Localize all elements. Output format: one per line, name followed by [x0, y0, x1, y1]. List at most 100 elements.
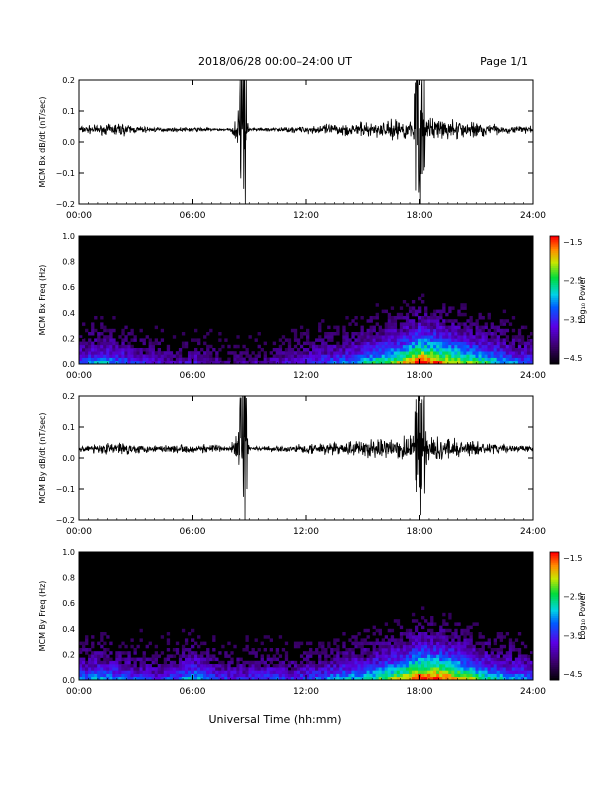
spectrogram-cell [254, 670, 258, 674]
spectrogram-cell [430, 360, 434, 365]
spectrogram-cell [324, 354, 328, 358]
spectrogram-cell [254, 360, 258, 365]
spectrogram-cell [514, 660, 519, 665]
spectrogram-cell [390, 341, 395, 346]
spectrogram-cell [233, 667, 237, 671]
spectrogram-cell [233, 670, 237, 674]
spectrogram-cell [245, 351, 249, 355]
spectrogram-cell [206, 676, 210, 681]
spectrogram-cell [306, 360, 310, 365]
spectrogram-cell [493, 354, 497, 358]
spectrogram-cell [417, 351, 422, 355]
spectrogram-cell [327, 360, 331, 365]
spectrogram-cell [499, 664, 504, 668]
spectrogram-cell [130, 354, 134, 358]
plot-frame [78, 79, 534, 205]
spectrogram-cell [378, 664, 382, 668]
spectrogram-cell [369, 338, 373, 342]
spectrogram-cell [402, 344, 407, 349]
spectrogram-cell [487, 338, 491, 342]
spectrogram-cell [487, 676, 491, 681]
spectrogram-cell [333, 351, 337, 355]
spectrogram-cell [187, 673, 192, 678]
spectrogram-cell [427, 628, 431, 633]
spectrogram-cell [339, 664, 343, 668]
spectrogram-cell [163, 360, 168, 365]
spectrogram-cell [209, 664, 213, 668]
spectrogram-cell [366, 328, 370, 333]
spectrogram-cell [424, 648, 428, 652]
spectrogram-cell [82, 322, 86, 326]
spectrogram-cell [184, 638, 189, 642]
spectrogram-cell [181, 664, 186, 668]
spectrogram-cell [333, 667, 337, 671]
spectrogram-cell [336, 357, 340, 362]
spectrogram-cell [408, 306, 413, 310]
spectrogram-cell [466, 644, 470, 649]
spectrogram-cell [345, 354, 349, 358]
spectrogram-cell [399, 660, 404, 665]
spectrogram-cell [200, 660, 204, 665]
x-tick-label: 18:00 [407, 371, 433, 381]
spectrogram-cell [384, 667, 389, 671]
spectrogram-cell [436, 319, 440, 323]
spectrogram-cell [79, 664, 83, 668]
spectrogram-cell [175, 676, 180, 681]
spectrogram-cell [384, 648, 389, 652]
spectrogram-cell [215, 667, 219, 671]
spectrogram-cell [496, 348, 501, 352]
spectrogram-cell [390, 351, 395, 355]
spectrogram-cell [100, 664, 104, 668]
spectrogram-cell [408, 325, 413, 330]
spectrogram-cell [460, 338, 464, 342]
spectrogram-cell [384, 664, 389, 668]
spectrogram-cell [200, 670, 204, 674]
spectrogram-cell [396, 619, 401, 623]
spectrogram-cell [115, 341, 119, 346]
spectrogram-cell [390, 357, 395, 362]
spectrogram-cell [502, 309, 507, 314]
colorbar-label: Log₁₀ Power [578, 276, 587, 324]
spectrogram-cell [375, 341, 379, 346]
spectrogram-cell [408, 332, 413, 336]
spectrogram-cell [333, 670, 337, 674]
spectrogram-cell [85, 344, 89, 349]
spectrogram-cell [318, 676, 322, 681]
spectrogram-cell [318, 644, 322, 649]
spectrogram-cell [463, 344, 467, 349]
spectrogram-cell [421, 670, 425, 674]
spectrogram-cell [287, 673, 292, 678]
spectrogram-cell [451, 332, 455, 336]
spectrogram-cell [324, 351, 328, 355]
spectrogram-cell [330, 360, 334, 365]
spectrogram-cell [478, 632, 482, 636]
spectrogram-cell [330, 660, 334, 665]
spectrogram-cell [490, 660, 494, 665]
spectrogram-cell [197, 664, 201, 668]
spectrogram-cell [366, 648, 370, 652]
spectrogram-cell [508, 344, 513, 349]
spectrogram-cell [493, 657, 497, 662]
spectrogram-cell [481, 660, 485, 665]
spectrogram-cell [393, 328, 398, 333]
spectrogram-cell [430, 638, 434, 642]
spectrogram-cell [384, 354, 389, 358]
colorbar-band [550, 349, 559, 352]
spectrogram-cell [109, 351, 113, 355]
spectrogram-cell [381, 351, 385, 355]
spectrogram-cell [354, 351, 358, 355]
spectrogram-cell [272, 348, 277, 352]
spectrogram-cell [475, 622, 479, 626]
spectrogram-cell [357, 360, 361, 365]
spectrogram-cell [296, 676, 301, 681]
colorbar-band [550, 270, 559, 273]
spectrogram-cell [430, 328, 434, 333]
spectrogram-cell [324, 348, 328, 352]
spectrogram-cell [481, 316, 485, 320]
spectrogram-cell [88, 667, 92, 671]
spectrogram-cell [448, 328, 452, 333]
spectrogram-cell [160, 676, 165, 681]
spectrogram-cell [421, 657, 425, 662]
spectrogram-cell [378, 354, 382, 358]
spectrogram-cell [345, 335, 349, 339]
